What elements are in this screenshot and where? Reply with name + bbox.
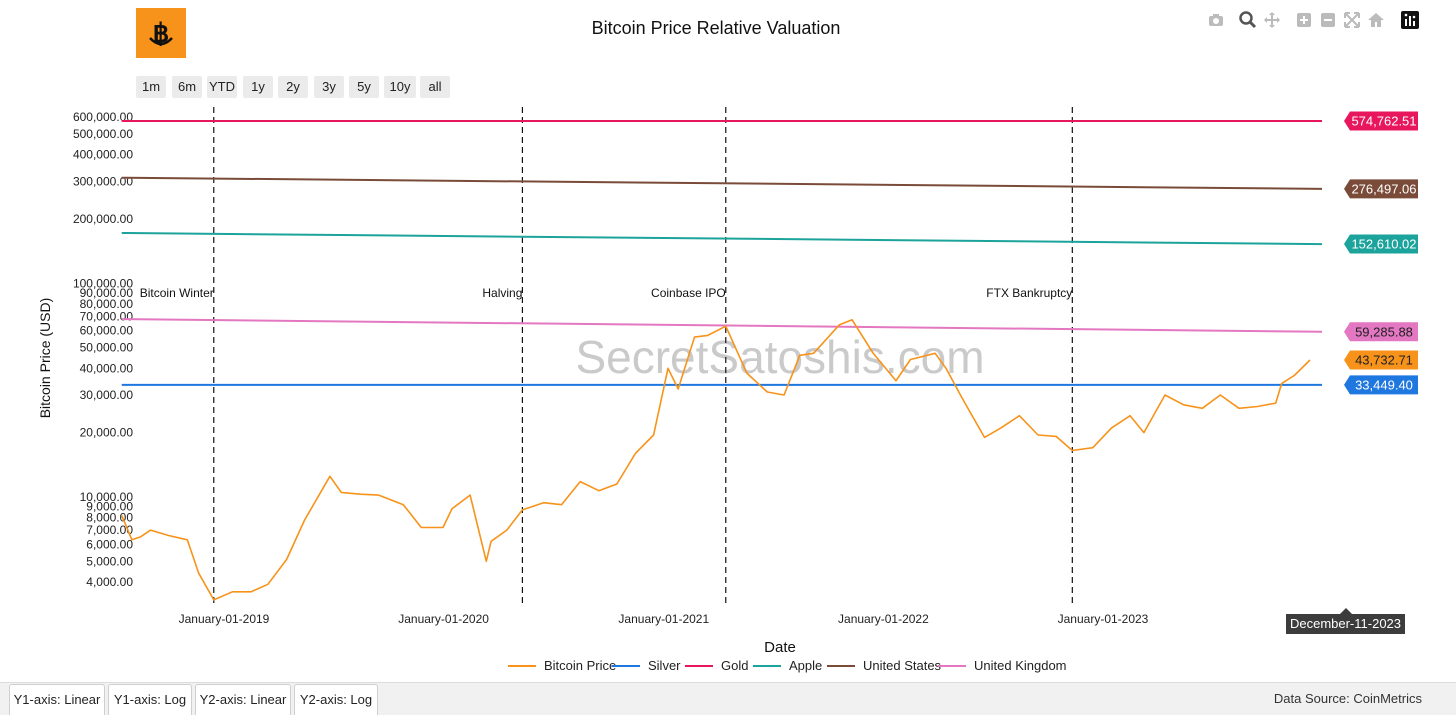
series-line-united-states — [121, 176, 1323, 190]
range-button-3y[interactable]: 3y — [314, 76, 344, 98]
plotly-logo-icon[interactable] — [1400, 10, 1420, 30]
legend-label: Gold — [721, 658, 749, 673]
pan-icon[interactable] — [1262, 10, 1282, 30]
camera-icon[interactable] — [1206, 10, 1226, 30]
y-tick-label: 4,000.00 — [86, 575, 133, 589]
series-line-apple — [121, 232, 1323, 246]
legend-item-bitcoin-price[interactable]: Bitcoin Price — [508, 657, 616, 675]
series-end-value-label: 43,732.71 — [1355, 353, 1413, 368]
series-end-value-label: 59,285.88 — [1355, 324, 1413, 339]
legend-swatch — [685, 665, 713, 667]
y-tick-label: 100,000.00 — [73, 276, 133, 290]
event-label: FTX Bankruptcy — [986, 286, 1072, 300]
y-tick-label: 60,000.00 — [80, 324, 134, 338]
y-tick-label: 70,000.00 — [80, 309, 134, 323]
range-button-5y[interactable]: 5y — [349, 76, 379, 98]
y-tick-label: 5,000.00 — [86, 554, 133, 568]
y-tick-label: 7,000.00 — [86, 523, 133, 537]
x-tick-label: January-01-2020 — [398, 612, 489, 626]
tab-y2-log[interactable]: Y2-axis: Log — [294, 684, 378, 715]
tab-y1-log[interactable]: Y1-axis: Log — [108, 684, 192, 715]
event-label: Bitcoin Winter — [140, 286, 214, 300]
legend-label: Bitcoin Price — [544, 658, 617, 673]
legend-swatch — [753, 665, 781, 667]
hover-date-label: December-11-2023 — [1286, 608, 1405, 634]
zoom-out-icon[interactable] — [1318, 10, 1338, 30]
x-tick-label: January-01-2022 — [838, 612, 929, 626]
y-tick-label: 500,000.00 — [73, 127, 133, 141]
reset-axes-icon[interactable] — [1366, 10, 1386, 30]
legend-label: United States — [863, 658, 942, 673]
y-tick-label: 300,000.00 — [73, 174, 133, 188]
y-tick-label: 10,000.00 — [80, 490, 134, 504]
x-tick-label: January-01-2019 — [179, 612, 270, 626]
range-button-6m[interactable]: 6m — [172, 76, 202, 98]
series-end-label-box — [1344, 111, 1418, 131]
x-tick-label: January-01-2023 — [1058, 612, 1149, 626]
data-source-text: Data Source: CoinMetrics — [1273, 691, 1422, 706]
y-tick-label: 30,000.00 — [80, 388, 134, 402]
tab-y1-linear[interactable]: Y1-axis: Linear — [9, 684, 105, 715]
series-end-value-label: 276,497.06 — [1351, 181, 1416, 196]
tab-y2-linear[interactable]: Y2-axis: Linear — [195, 684, 291, 715]
bitcoin-face-icon: ฿ — [149, 18, 173, 48]
legend-swatch — [508, 665, 536, 667]
legend-swatch — [827, 665, 855, 667]
legend-label: Silver — [648, 658, 681, 673]
y-tick-label: 40,000.00 — [80, 361, 134, 375]
secret-satoshis-logo: ฿ — [136, 8, 186, 58]
y-tick-label: 8,000.00 — [86, 511, 133, 525]
y-tick-label: 6,000.00 — [86, 537, 133, 551]
legend-item-apple[interactable]: Apple — [753, 657, 822, 675]
series-end-value-label: 574,762.51 — [1351, 113, 1416, 128]
y-tick-label: 50,000.00 — [80, 341, 134, 355]
y-tick-label: 20,000.00 — [80, 426, 134, 440]
range-button-1m[interactable]: 1m — [136, 76, 166, 98]
series-end-label-box — [1344, 234, 1418, 254]
y-tick-label: 9,000.00 — [86, 500, 133, 514]
chart-title: Bitcoin Price Relative Valuation — [591, 18, 841, 38]
legend-item-gold[interactable]: Gold — [685, 657, 748, 675]
legend-swatch — [938, 665, 966, 667]
range-button-all[interactable]: all — [420, 76, 450, 98]
event-label: Halving — [482, 286, 522, 300]
y-tick-label: 400,000.00 — [73, 148, 133, 162]
y-tick-label: 600,000.00 — [73, 110, 133, 124]
series-end-label-box — [1344, 322, 1418, 342]
event-label: Coinbase IPO — [651, 286, 726, 300]
series-end-value-label: 33,449.40 — [1355, 377, 1413, 392]
range-button-10y[interactable]: 10y — [384, 76, 416, 98]
y-tick-label: 80,000.00 — [80, 297, 134, 311]
legend-item-united-states[interactable]: United States — [827, 657, 941, 675]
watermark-text: SecretSatoshis.com — [575, 331, 984, 383]
legend-label: Apple — [789, 658, 823, 673]
x-tick-label: January-01-2021 — [618, 612, 709, 626]
series-end-value-label: 152,610.02 — [1351, 237, 1416, 252]
zoom-in-icon[interactable] — [1294, 10, 1314, 30]
zoom-icon[interactable] — [1238, 10, 1258, 30]
autoscale-icon[interactable] — [1342, 10, 1362, 30]
legend-item-united-kingdom[interactable]: United Kingdom — [938, 657, 1067, 675]
series-end-label-box — [1344, 350, 1418, 370]
legend-swatch — [612, 665, 640, 667]
y-tick-label: 90,000.00 — [80, 286, 134, 300]
legend-label: United Kingdom — [974, 658, 1067, 673]
y-axis-title: Bitcoin Price (USD) — [37, 298, 53, 419]
chart-legend: Bitcoin Price Silver Gold Apple United S… — [0, 657, 1456, 675]
svg-text:฿: ฿ — [153, 18, 170, 48]
range-button-ytd[interactable]: YTD — [207, 76, 237, 98]
x-axis-title: Date — [764, 639, 796, 656]
range-button-2y[interactable]: 2y — [278, 76, 308, 98]
legend-item-silver[interactable]: Silver — [612, 657, 681, 675]
series-end-label-box — [1344, 179, 1418, 199]
y-tick-label: 200,000.00 — [73, 212, 133, 226]
axis-scale-tabbar: Y1-axis: Linear Y1-axis: Log Y2-axis: Li… — [0, 682, 1456, 715]
range-button-1y[interactable]: 1y — [243, 76, 273, 98]
series-line-bitcoin-price — [120, 318, 1311, 601]
series-end-label-box — [1344, 375, 1418, 395]
series-line-united-kingdom — [121, 318, 1323, 333]
